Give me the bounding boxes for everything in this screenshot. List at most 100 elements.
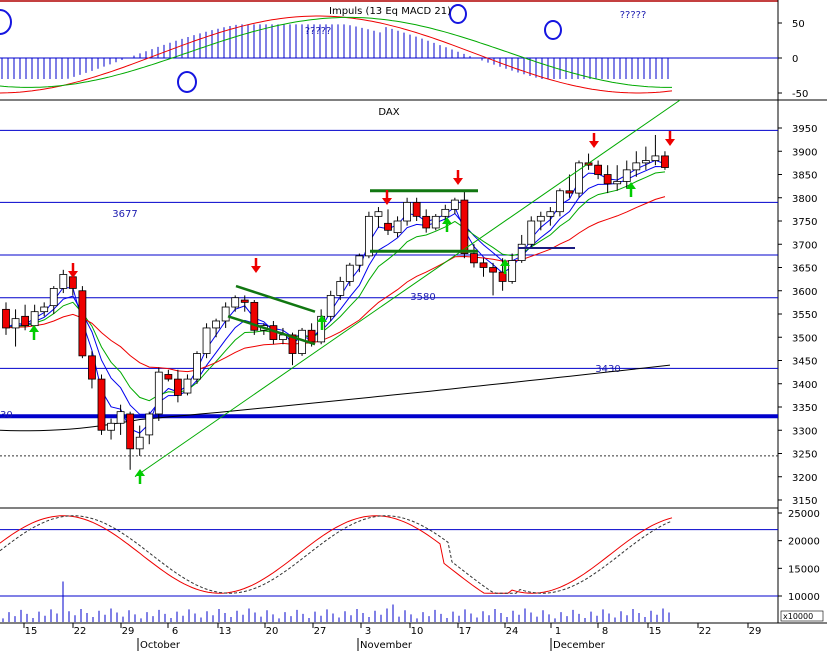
candle-body — [21, 315, 30, 327]
price-ytick-label-16: 3150 — [792, 496, 817, 507]
candle-body — [173, 378, 182, 396]
candle — [613, 165, 622, 191]
price-ytick-label-10: 3450 — [792, 357, 817, 368]
candle — [508, 253, 517, 284]
month-label-1: November — [360, 640, 413, 651]
price-title: DAX — [378, 107, 399, 118]
candle-body — [622, 169, 631, 182]
candle-body — [326, 294, 335, 317]
candle-body — [594, 164, 602, 175]
candle — [2, 302, 10, 335]
candle-body — [345, 264, 354, 282]
candle-body — [527, 220, 536, 245]
buy-arrow — [626, 182, 636, 197]
candle-body — [603, 174, 612, 185]
sell-arrow — [453, 170, 463, 185]
candle — [250, 300, 259, 335]
candle — [479, 258, 488, 277]
buy-arrow — [135, 469, 145, 484]
candle-body — [59, 274, 68, 289]
price-ytick-label-9: 3500 — [792, 333, 817, 344]
candle-body — [68, 276, 77, 289]
candle — [450, 197, 459, 215]
candle — [651, 134, 660, 166]
candle-body — [613, 181, 622, 185]
candle — [49, 286, 58, 314]
ind-annotation-1: ????? — [620, 10, 647, 21]
candle — [154, 367, 163, 421]
candle — [594, 160, 602, 180]
candle — [556, 188, 564, 217]
candle-body — [651, 155, 660, 161]
ind-title: Impuls (13 Eq MACD 21) — [329, 6, 451, 17]
ma-mid-line — [5, 171, 666, 402]
candle — [345, 262, 354, 287]
candle-body — [288, 334, 297, 354]
candle — [145, 411, 154, 445]
sell-arrow — [68, 263, 78, 278]
candle-body — [393, 220, 402, 234]
candle — [212, 318, 221, 338]
candle-body — [565, 190, 574, 194]
buy-arrow — [29, 325, 39, 340]
candle-body — [307, 329, 316, 343]
price-ytick-label-8: 3550 — [792, 310, 817, 321]
candle — [164, 369, 173, 382]
candle-body — [441, 208, 450, 217]
ind-circle-2 — [449, 4, 467, 24]
price-ytick-label-5: 3700 — [792, 240, 817, 251]
candle-body — [412, 201, 421, 217]
candle-body — [460, 199, 469, 254]
candle — [193, 351, 201, 384]
candle — [173, 369, 182, 403]
candle — [202, 323, 211, 359]
candle — [374, 207, 383, 228]
candle-body — [384, 222, 392, 231]
candle — [422, 209, 431, 233]
date-label-15: 29 — [749, 626, 762, 637]
candle — [661, 151, 669, 170]
candle — [355, 253, 364, 273]
candle-body — [536, 215, 545, 222]
candle-body — [107, 422, 115, 431]
candle — [221, 302, 230, 328]
wedge-bottom-line — [227, 315, 316, 346]
ind-ytick-label-1: 0 — [792, 54, 798, 65]
candle — [403, 197, 412, 226]
ind-circle-0 — [0, 9, 12, 35]
candle-body — [431, 215, 440, 229]
candle — [575, 160, 583, 198]
candle-body — [126, 413, 135, 450]
price-ytick-label-13: 3300 — [792, 426, 817, 437]
candle-body — [30, 311, 39, 327]
candle — [40, 302, 49, 317]
month-label-2: December — [553, 640, 606, 651]
candle-body — [2, 308, 10, 329]
vol-ytick-label-1: 20000 — [788, 537, 820, 548]
candle-body — [470, 253, 478, 264]
date-label-9: 17 — [459, 626, 472, 637]
candle — [183, 374, 192, 396]
candle-body — [546, 211, 555, 217]
candle-body — [661, 155, 669, 168]
candle — [603, 165, 612, 194]
candle — [565, 174, 574, 198]
date-label-10: 24 — [506, 626, 519, 637]
candle-body — [498, 271, 507, 282]
osc-dashed-line — [0, 515, 673, 594]
date-label-4: 13 — [219, 626, 232, 637]
candle-body — [450, 199, 459, 210]
candle — [107, 418, 115, 440]
candle — [412, 197, 421, 221]
date-label-2: 29 — [122, 626, 135, 637]
candle-body — [250, 301, 259, 331]
candle-body — [116, 411, 125, 424]
candle — [470, 244, 478, 268]
candle-body — [240, 299, 249, 303]
month-label-0: October — [140, 640, 181, 651]
candle-body — [88, 355, 96, 380]
candle-body — [231, 297, 240, 308]
candle-body — [403, 201, 412, 222]
price-ytick-label-15: 3200 — [792, 473, 817, 484]
